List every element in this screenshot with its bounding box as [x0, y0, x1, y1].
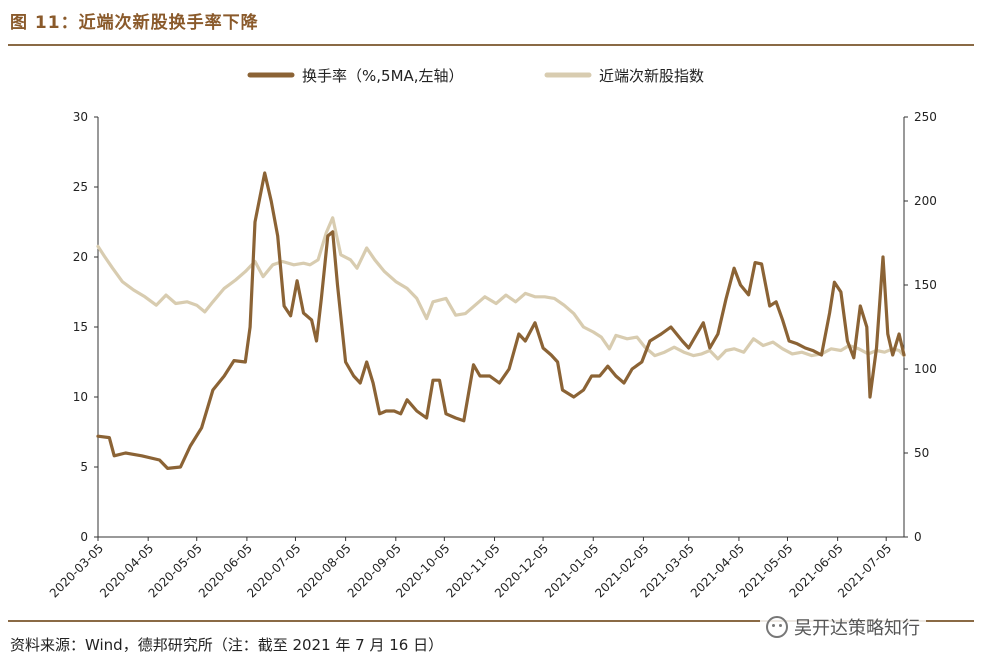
chart-title: 图 11：近端次新股换手率下降 — [10, 13, 259, 33]
turnover-line — [96, 171, 906, 470]
watermark-text: 吴开达策略知行 — [794, 618, 920, 639]
left-tick-label: 20 — [73, 250, 88, 264]
axes: 0510152025300501001502002502020-03-05202… — [47, 110, 937, 600]
right-tick-label: 250 — [914, 110, 937, 124]
left-tick-label: 15 — [73, 320, 88, 334]
right-tick-label: 100 — [914, 362, 937, 376]
series-lines — [96, 171, 906, 470]
index-line — [96, 216, 906, 361]
source-note: 资料来源：Wind，德邦研究所（注：截至 2021 年 7 月 16 日） — [10, 636, 444, 654]
left-tick-label: 5 — [80, 460, 88, 474]
watermark: 吴开达策略知行 — [760, 612, 926, 642]
right-tick-label: 50 — [914, 446, 929, 460]
left-tick-label: 10 — [73, 390, 88, 404]
right-tick-label: 0 — [914, 530, 922, 544]
wechat-icon — [766, 616, 788, 638]
left-tick-label: 0 — [80, 530, 88, 544]
top-rule — [8, 44, 974, 46]
legend: 换手率（%,5MA,左轴） 近端次新股指数 — [247, 67, 704, 85]
right-tick-label: 150 — [914, 278, 937, 292]
left-tick-label: 25 — [73, 180, 88, 194]
legend-label-1: 近端次新股指数 — [599, 67, 704, 85]
left-tick-label: 30 — [73, 110, 88, 124]
legend-label-0: 换手率（%,5MA,左轴） — [302, 67, 464, 85]
right-tick-label: 200 — [914, 194, 937, 208]
bottom-rule — [8, 620, 974, 622]
